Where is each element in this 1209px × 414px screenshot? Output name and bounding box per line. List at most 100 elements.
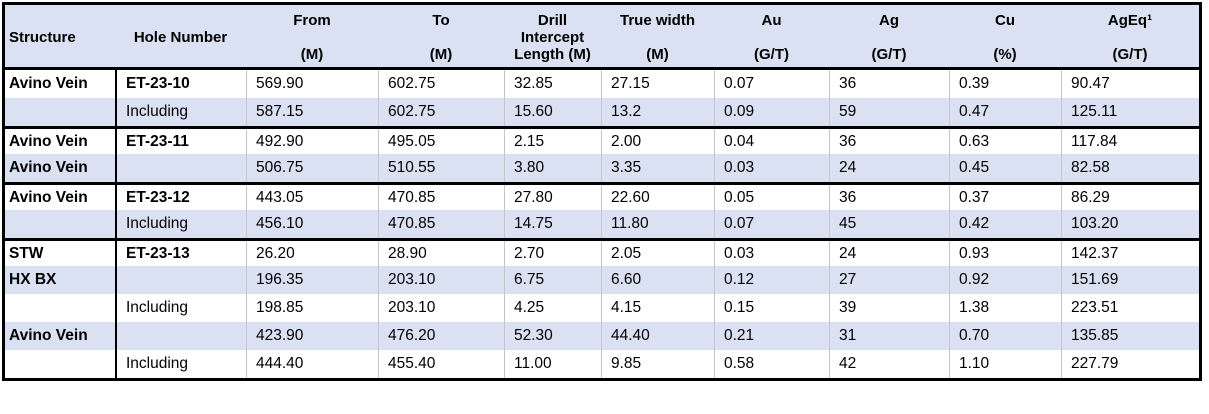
cell-from: 198.85 xyxy=(246,294,378,322)
cell-to: 510.55 xyxy=(378,154,504,182)
cell-intercept: 15.60 xyxy=(504,98,601,126)
cell-ag: 27 xyxy=(829,266,949,294)
cell-from: 587.15 xyxy=(246,98,378,126)
column-header-structure-line: Structure xyxy=(9,29,76,46)
cell-from: 423.90 xyxy=(246,322,378,350)
cell-ag: 24 xyxy=(829,241,949,266)
cell-ageq: 223.51 xyxy=(1061,294,1199,322)
cell-cu: 0.37 xyxy=(949,185,1061,210)
cell-ageq: 151.69 xyxy=(1061,266,1199,294)
cell-ag: 59 xyxy=(829,98,949,126)
cell-to: 476.20 xyxy=(378,322,504,350)
cell-truewidth: 9.85 xyxy=(601,350,714,378)
cell-au: 0.04 xyxy=(714,129,829,154)
column-header-hole-line: Hole Number xyxy=(133,29,228,46)
cell-truewidth: 2.05 xyxy=(601,241,714,266)
table-row: Avino Vein 506.75 510.55 3.80 3.35 0.03 24 0.45… xyxy=(5,154,1199,182)
cell-truewidth: 13.2 xyxy=(601,98,714,126)
cell-intercept: 14.75 xyxy=(504,210,601,238)
column-header-cu-line: Cu xyxy=(995,12,1015,29)
column-header-to-line: (M) xyxy=(429,46,453,63)
table-row: Avino Vein 423.90 476.20 52.30 44.40 0.21 31 0.… xyxy=(5,322,1199,350)
drill-results-table: Structure Hole Number From (M) To (M) Drill Int… xyxy=(2,2,1202,381)
table-row: Including 456.10 470.85 14.75 11.80 0.07 45 0.4… xyxy=(5,210,1199,238)
cell-cu: 0.42 xyxy=(949,210,1061,238)
column-header-ageq-line: (G/T) xyxy=(1112,46,1148,63)
cell-ag: 39 xyxy=(829,294,949,322)
cell-to: 495.05 xyxy=(378,129,504,154)
cell-structure: STW xyxy=(9,244,44,262)
cell-cu: 0.39 xyxy=(949,70,1061,98)
cell-hole xyxy=(115,154,246,182)
cell-structure xyxy=(5,294,115,322)
column-header-truewidth-line: True width xyxy=(620,12,695,29)
cell-au: 0.09 xyxy=(714,98,829,126)
cell-intercept: 27.80 xyxy=(504,185,601,210)
cell-au: 0.58 xyxy=(714,350,829,378)
cell-ageq: 82.58 xyxy=(1061,154,1199,182)
cell-truewidth: 11.80 xyxy=(601,210,714,238)
table-row: Including 198.85 203.10 4.25 4.15 0.15 39 1.38 2… xyxy=(5,294,1199,322)
column-header-intercept-line: Drill xyxy=(537,12,568,29)
table-row: HX BX 196.35 203.10 6.75 6.60 0.12 27 0.92 151.6… xyxy=(5,266,1199,294)
cell-from: 456.10 xyxy=(246,210,378,238)
cell-au: 0.12 xyxy=(714,266,829,294)
cell-ag: 42 xyxy=(829,350,949,378)
column-header-from: From (M) xyxy=(246,5,378,69)
cell-cu: 1.38 xyxy=(949,294,1061,322)
cell-to: 470.85 xyxy=(378,185,504,210)
column-header-intercept-line: Intercept xyxy=(520,29,585,46)
column-header-ag-line: Ag xyxy=(879,12,899,29)
column-header-intercept: Drill Intercept Length (M) xyxy=(504,5,601,69)
cell-hole: Including xyxy=(115,350,246,378)
cell-cu: 0.93 xyxy=(949,241,1061,266)
cell-ag: 45 xyxy=(829,210,949,238)
cell-hole: Including xyxy=(115,210,246,238)
cell-to: 203.10 xyxy=(378,266,504,294)
cell-intercept: 2.70 xyxy=(504,241,601,266)
cell-structure: Avino Vein xyxy=(9,132,88,150)
cell-to: 455.40 xyxy=(378,350,504,378)
column-header-to-line: To xyxy=(432,12,450,29)
column-header-au: Au (G/T) xyxy=(714,5,829,69)
cell-ag: 24 xyxy=(829,154,949,182)
cell-to: 203.10 xyxy=(378,294,504,322)
cell-ageq: 135.85 xyxy=(1061,322,1199,350)
cell-hole xyxy=(115,322,246,350)
column-header-hole: Hole Number xyxy=(115,5,246,69)
cell-structure: Avino Vein xyxy=(9,159,88,176)
table-row: Avino Vein ET-23-10 569.90 602.75 32.85 27.15… xyxy=(5,70,1199,98)
cell-au: 0.05 xyxy=(714,185,829,210)
cell-cu: 0.92 xyxy=(949,266,1061,294)
cell-ageq: 86.29 xyxy=(1061,185,1199,210)
cell-structure: Avino Vein xyxy=(9,327,88,344)
column-header-cu-line: (%) xyxy=(993,46,1017,63)
cell-intercept: 4.25 xyxy=(504,294,601,322)
cell-structure xyxy=(5,210,115,238)
cell-truewidth: 3.35 xyxy=(601,154,714,182)
table-header-row: Structure Hole Number From (M) To (M) Drill Int… xyxy=(5,5,1199,70)
column-header-ag-line: (G/T) xyxy=(871,46,907,63)
cell-cu: 0.70 xyxy=(949,322,1061,350)
cell-intercept: 11.00 xyxy=(504,350,601,378)
cell-truewidth: 22.60 xyxy=(601,185,714,210)
cell-au: 0.03 xyxy=(714,154,829,182)
table-row: Including 444.40 455.40 11.00 9.85 0.58 42 1.10… xyxy=(5,350,1199,378)
column-header-truewidth-line: (M) xyxy=(646,46,669,63)
cell-truewidth: 44.40 xyxy=(601,322,714,350)
cell-to: 602.75 xyxy=(378,98,504,126)
cell-cu: 0.45 xyxy=(949,154,1061,182)
cell-structure xyxy=(5,98,115,126)
cell-structure: HX BX xyxy=(9,271,57,288)
column-header-to: To (M) xyxy=(378,5,504,69)
cell-truewidth: 2.00 xyxy=(601,129,714,154)
column-header-au-line: (G/T) xyxy=(754,46,789,63)
cell-from: 26.20 xyxy=(246,241,378,266)
cell-to: 470.85 xyxy=(378,210,504,238)
cell-ag: 36 xyxy=(829,70,949,98)
cell-ag: 36 xyxy=(829,185,949,210)
cell-cu: 1.10 xyxy=(949,350,1061,378)
cell-ageq: 117.84 xyxy=(1061,129,1199,154)
cell-to: 602.75 xyxy=(378,70,504,98)
cell-ageq: 142.37 xyxy=(1061,241,1199,266)
